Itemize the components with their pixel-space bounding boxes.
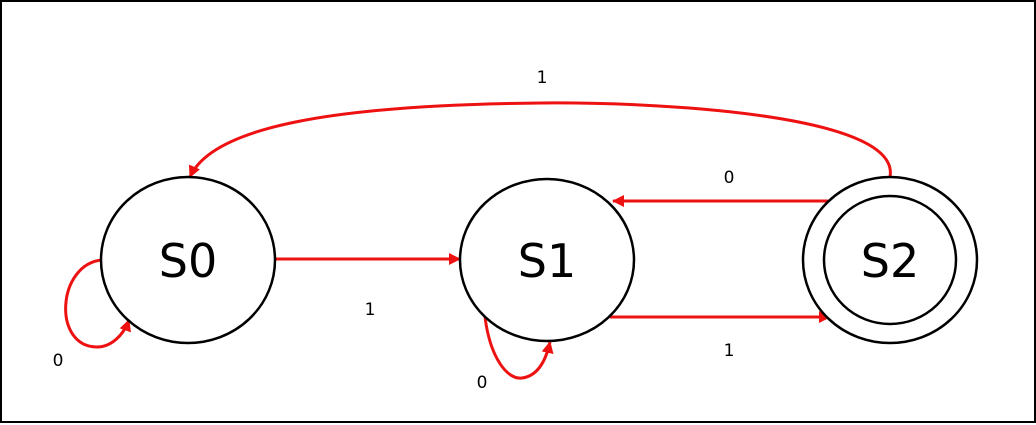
accepting-ring <box>822 194 958 326</box>
state-s0: S0 <box>99 175 277 345</box>
state-s1: S1 <box>458 177 636 343</box>
state-s2-label: S2 <box>861 234 919 288</box>
edge-label-s0-s0: 0 <box>53 351 64 371</box>
edge-s0-s0 <box>64 258 131 349</box>
edge-label-s2-s0: 1 <box>537 68 548 88</box>
state-s0-label: S0 <box>159 234 217 288</box>
edge-label-s1-s2: 1 <box>724 341 735 361</box>
state-s1-label: S1 <box>518 234 576 288</box>
edge-s1-s1 <box>483 316 554 380</box>
edge-label-s2-s1: 0 <box>724 168 735 188</box>
edge-label-s0-s1: 1 <box>365 300 376 320</box>
state-s2: S2 <box>801 175 979 345</box>
edge-label-s1-s1: 0 <box>477 373 488 393</box>
edge-s2-s0 <box>188 101 892 178</box>
